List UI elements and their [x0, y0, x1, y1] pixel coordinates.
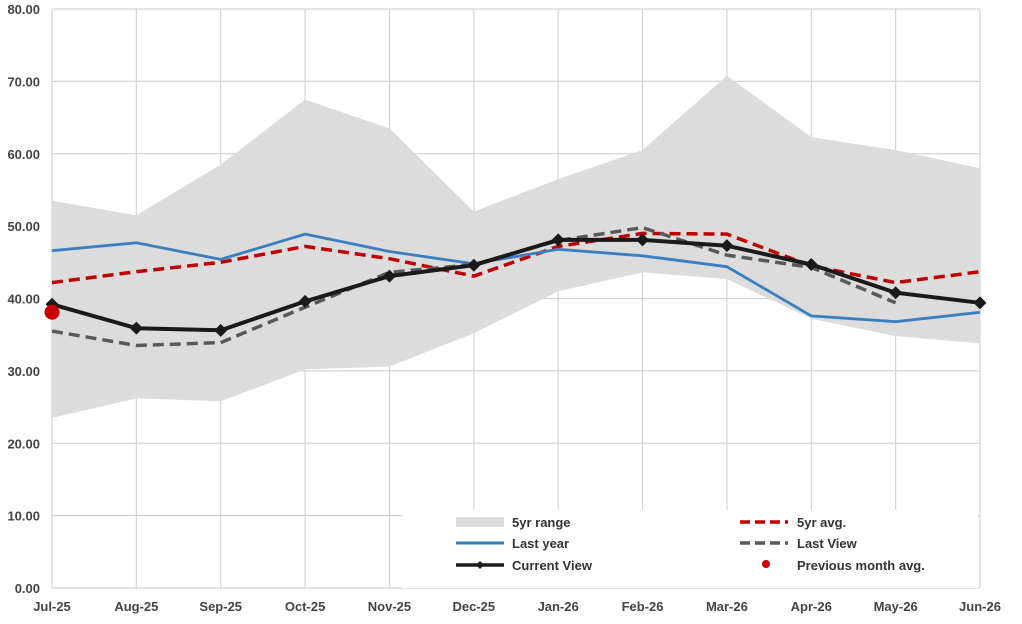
marker-current-view: [298, 294, 312, 308]
marker-current-view: [551, 233, 565, 247]
x-tick-label: Feb-26: [622, 599, 664, 614]
series-lines: [44, 225, 987, 348]
marker-current-view: [382, 269, 396, 283]
marker-current-view: [804, 257, 818, 271]
series-line-last-view: [51, 225, 897, 348]
y-tick-label: 40.00: [7, 292, 40, 307]
y-axis: 0.00 10.00 20.00 30.00 40.00 50.00 60.00 70.00 8…: [7, 2, 40, 596]
y-tick-label: 60.00: [7, 147, 40, 162]
legend-label-current-view: Current View: [512, 558, 593, 573]
point-previous-month-avg: [44, 304, 60, 320]
x-tick-label: May-26: [874, 599, 918, 614]
series-line-current-view: [51, 237, 981, 333]
x-tick-label: Aug-25: [114, 599, 158, 614]
y-tick-label: 10.00: [7, 509, 40, 524]
legend-label-previous-month-avg: Previous month avg.: [797, 558, 925, 573]
x-tick-label: Oct-25: [285, 599, 325, 614]
x-tick-label: Jun-26: [959, 599, 1001, 614]
y-tick-label: 70.00: [7, 74, 40, 89]
legend: 5yr range 5yr avg. Last year Last View C…: [402, 510, 978, 588]
marker-current-view: [636, 233, 650, 247]
marker-current-view: [973, 296, 987, 310]
y-tick-label: 80.00: [7, 2, 40, 17]
legend-swatch-current-view-marker: [476, 561, 484, 569]
marker-current-view: [129, 321, 143, 335]
marker-current-view: [467, 258, 481, 272]
marker-current-view: [720, 239, 734, 253]
legend-label-5yr-range: 5yr range: [512, 515, 571, 530]
x-tick-label: Jul-25: [33, 599, 71, 614]
legend-label-last-view: Last View: [797, 536, 858, 551]
range-area-5yr: [52, 75, 980, 418]
legend-label-5yr-avg: 5yr avg.: [797, 515, 846, 530]
legend-swatch-previous-month-avg: [762, 560, 770, 568]
y-tick-label: 30.00: [7, 364, 40, 379]
legend-swatch-5yr-range: [456, 517, 504, 527]
marker-current-view: [889, 286, 903, 300]
x-tick-label: Sep-25: [199, 599, 242, 614]
legend-label-last-year: Last year: [512, 536, 569, 551]
series-line-last-year: [51, 232, 981, 324]
x-tick-label: Dec-25: [452, 599, 495, 614]
range-area: [52, 75, 980, 418]
x-tick-label: Mar-26: [706, 599, 748, 614]
y-tick-label: 50.00: [7, 219, 40, 234]
y-tick-label: 0.00: [15, 581, 40, 596]
marker-current-view: [214, 323, 228, 337]
x-tick-label: Apr-26: [791, 599, 832, 614]
y-tick-label: 20.00: [7, 436, 40, 451]
x-tick-label: Nov-25: [368, 599, 411, 614]
x-axis: Jul-25 Aug-25 Sep-25 Oct-25 Nov-25 Dec-25 Jan-…: [33, 599, 1001, 614]
x-tick-label: Jan-26: [538, 599, 579, 614]
